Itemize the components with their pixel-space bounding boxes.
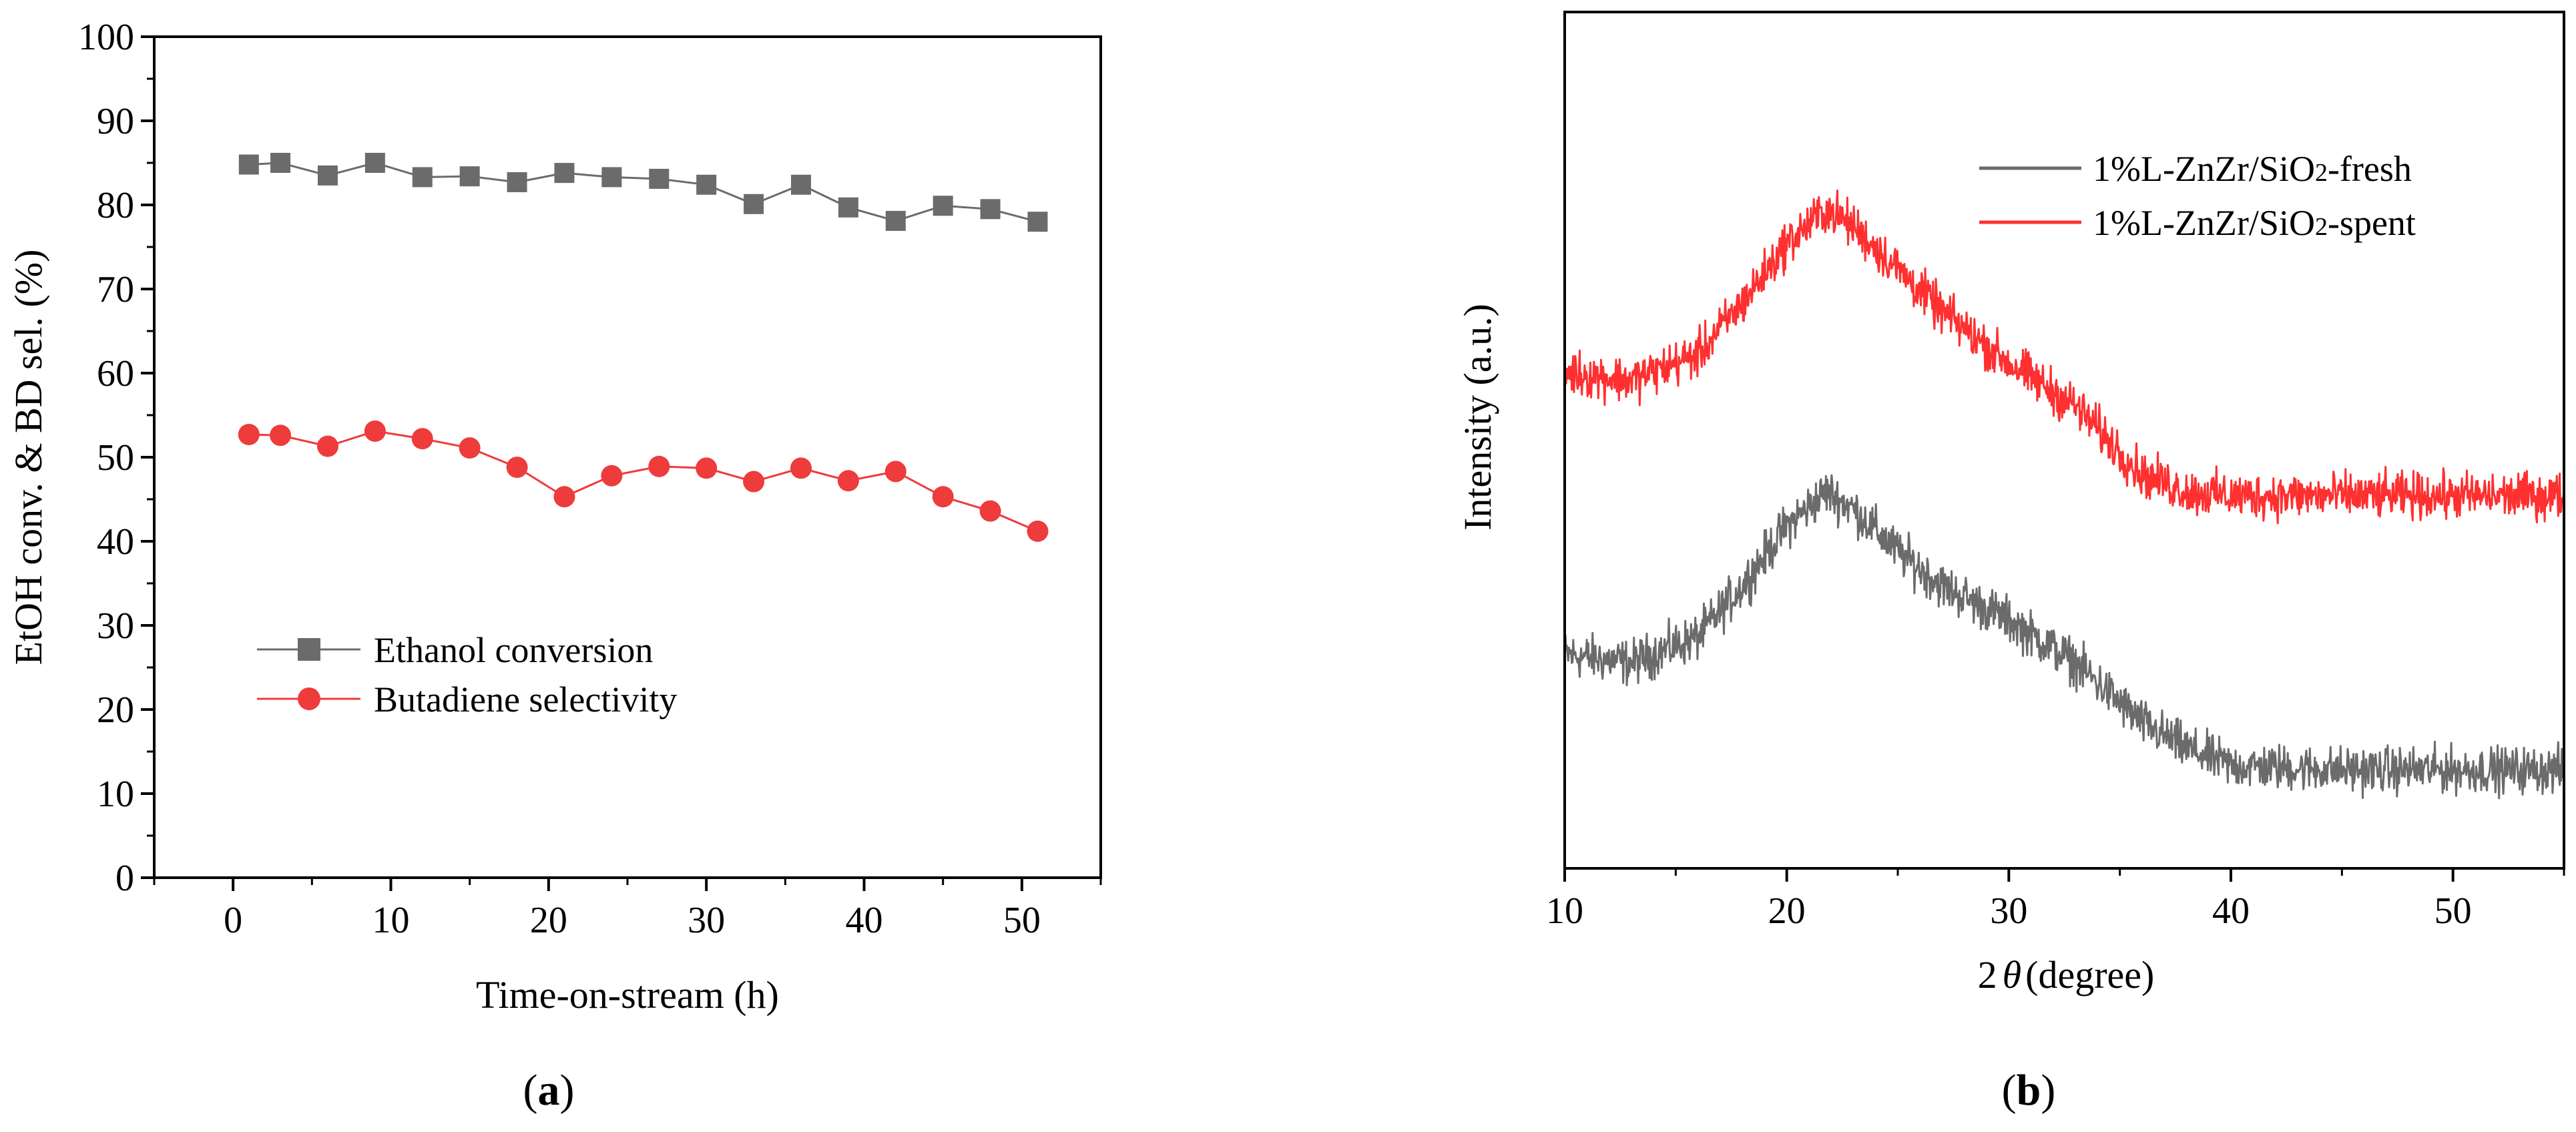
panel-a-frame [153, 35, 1102, 879]
data-point-ethanol [412, 167, 433, 188]
data-point-butadiene [837, 470, 859, 492]
data-point-ethanol [1027, 212, 1048, 232]
panel-a-x-axis-title: Time-on-stream (h) [476, 973, 779, 1017]
y-tick-label: 60 [97, 353, 134, 394]
panel-a-plot-area [238, 153, 1049, 542]
data-point-ethanol [238, 154, 259, 175]
x-tick-label: 10 [1546, 890, 1583, 932]
y-tick-label: 10 [97, 774, 134, 815]
panel-a-y-axis-title: EtOH conv. & BD sel. (%) [7, 250, 50, 665]
data-point-butadiene [270, 425, 292, 447]
panel-b-x-axis-title: 2 θ (degree) [1978, 953, 2155, 997]
panel-a-x-ticks: 0 10 20 30 40 50 [153, 878, 1102, 941]
x-tick-label: 20 [530, 900, 567, 941]
panel-b-frame [1563, 11, 2565, 870]
y-tick-label: 80 [97, 185, 134, 226]
y-tick-label: 100 [78, 17, 134, 58]
panel-b: 10 20 30 40 50 2 θ (degree) Intensity (a.u.) 1… [1456, 11, 2565, 1115]
panel-a-y-ticks: 0 10 20 30 40 50 60 70 80 90 100 [78, 17, 154, 899]
data-point-butadiene [790, 457, 812, 479]
x-tick-label: 40 [2212, 890, 2250, 932]
data-point-ethanol [933, 196, 953, 216]
data-point-ethanol [790, 174, 811, 195]
data-point-ethanol [459, 166, 480, 187]
data-point-ethanol [980, 199, 1001, 220]
data-point-butadiene [1027, 520, 1049, 542]
y-tick-label: 20 [97, 689, 134, 731]
data-point-butadiene [884, 461, 907, 483]
panel-b-y-axis-title: Intensity (a.u.) [1456, 304, 1499, 531]
panel-b-plot-area [1563, 190, 2565, 800]
data-point-ethanol [885, 210, 906, 231]
data-point-ethanol [270, 153, 291, 173]
data-point-butadiene [979, 500, 1001, 522]
panel-a-label: (a) [523, 1066, 575, 1115]
data-point-ethanol [744, 194, 764, 214]
data-point-ethanol [696, 174, 717, 195]
y-tick-label: 70 [97, 269, 134, 310]
legend-fresh-label: 1%L-ZnZr/SiO2-fresh [2093, 149, 2412, 189]
x-tick-label: 30 [688, 900, 725, 941]
y-tick-label: 90 [97, 101, 134, 142]
legend-butadiene-marker [298, 687, 320, 710]
x-tick-label: 40 [846, 900, 883, 941]
data-point-butadiene [459, 437, 481, 459]
data-point-ethanol [554, 163, 575, 184]
x-tick-label: 50 [1003, 900, 1041, 941]
data-point-ethanol [601, 167, 622, 188]
y-tick-label: 50 [97, 437, 134, 479]
data-point-butadiene [553, 486, 575, 508]
data-point-ethanol [364, 153, 385, 173]
data-point-butadiene [601, 465, 623, 487]
panel-b-x-ticks: 10 20 30 40 50 [1546, 868, 2565, 932]
panel-b-legend: 1%L-ZnZr/SiO2-fresh 1%L-ZnZr/SiO2-spent [1979, 149, 2416, 243]
panel-a: 0 10 20 30 40 50 60 70 80 90 100 0 10 20 30 40 50 Time-… [7, 17, 1102, 1115]
data-point-butadiene [364, 420, 386, 442]
data-point-ethanol [838, 197, 858, 218]
x-tick-label: 10 [372, 900, 410, 941]
series-line-1 [248, 430, 1039, 533]
data-point-butadiene [696, 457, 718, 479]
legend-ethanol-label: Ethanol conversion [374, 630, 653, 670]
y-tick-label: 30 [97, 605, 134, 647]
data-point-butadiene [316, 435, 338, 457]
data-point-butadiene [506, 457, 528, 479]
y-tick-label: 40 [97, 521, 134, 563]
x-tick-label: 30 [1990, 890, 2027, 932]
data-point-ethanol [317, 165, 338, 186]
panel-b-label: (b) [2002, 1066, 2056, 1115]
xrd-trace-spent [1563, 190, 2565, 525]
data-point-butadiene [932, 486, 954, 508]
data-point-ethanol [507, 172, 527, 192]
data-point-butadiene [648, 455, 670, 477]
data-point-butadiene [411, 428, 433, 450]
legend-spent-label: 1%L-ZnZr/SiO2-spent [2093, 203, 2416, 243]
x-tick-label: 50 [2434, 890, 2472, 932]
x-tick-label: 0 [224, 900, 242, 941]
data-point-butadiene [743, 471, 765, 493]
legend-butadiene-label: Butadiene selectivity [374, 679, 677, 720]
panel-a-legend: Ethanol conversion Butadiene selectivity [257, 630, 677, 720]
xrd-trace-fresh [1563, 474, 2565, 800]
data-point-ethanol [649, 168, 670, 189]
legend-ethanol-marker [298, 638, 320, 661]
x-tick-label: 20 [1768, 890, 1806, 932]
data-point-butadiene [238, 423, 260, 445]
y-tick-label: 0 [115, 858, 134, 899]
